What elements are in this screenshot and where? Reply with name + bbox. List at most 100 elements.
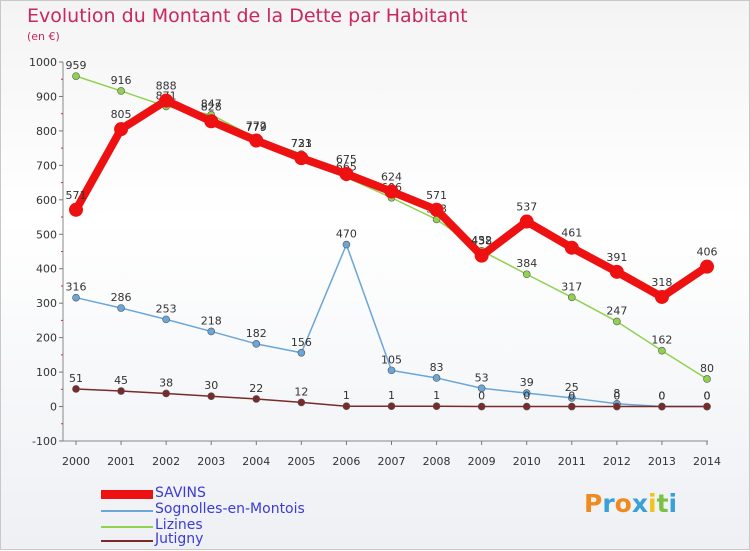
y-tick-label: 900 [36,90,57,103]
data-point [522,270,531,279]
y-tick-label: 300 [36,297,57,310]
data-point [72,72,80,80]
legend-swatch-jutigny [101,540,153,542]
data-label: 182 [246,327,267,340]
data-point [162,389,170,398]
y-tick-label: 800 [36,125,57,138]
x-tick-label: 2011 [558,455,586,468]
data-label: 317 [561,280,582,293]
data-label: 1 [433,389,440,402]
x-tick-label: 2009 [468,455,496,468]
data-label: 218 [201,314,222,327]
data-label: 247 [606,304,627,317]
data-point [159,93,174,108]
y-tick-label: 1000 [29,56,57,69]
data-label: 438 [471,235,492,248]
data-label: 80 [700,362,714,375]
legend-swatch-lizines [101,526,153,528]
data-point [519,214,534,229]
logo-letter: i [668,489,678,518]
x-tick-label: 2003 [197,455,225,468]
data-point [432,374,441,382]
legend-label-lizines: Lizines [155,517,203,533]
data-point [207,392,216,401]
data-label: 384 [516,257,537,270]
data-label: 156 [291,336,312,349]
data-point [342,402,351,411]
data-point [613,402,621,411]
y-tick-label: -100 [32,435,57,448]
data-label: 53 [475,371,489,384]
data-point [339,166,354,181]
data-label: 39 [520,376,534,389]
data-point [252,340,261,348]
data-label: 959 [66,59,87,72]
data-point [613,317,621,326]
data-point [703,402,711,411]
data-label: 571 [426,189,447,202]
legend-label-sognolles: Sognolles-en-Montois [155,501,305,517]
data-point [297,348,306,357]
data-label: 624 [381,171,402,184]
data-label: 22 [249,382,263,395]
x-tick-label: 2006 [332,455,360,468]
data-label: 316 [66,281,87,294]
data-label: 0 [658,390,665,403]
data-label: 779 [246,121,267,134]
data-label: 0 [704,390,711,403]
y-tick-label: 500 [36,228,57,241]
series-line [75,75,708,380]
data-label: 0 [613,390,620,403]
x-tick-label: 2012 [603,455,631,468]
data-label: 1 [388,389,395,402]
data-point [703,375,711,383]
data-label: 675 [336,153,357,166]
x-tick-label: 2014 [693,455,721,468]
x-tick-label: 2007 [378,455,406,468]
data-point [117,87,125,95]
y-tick-label: 200 [36,332,57,345]
data-point [297,398,306,407]
x-tick-label: 2013 [648,455,676,468]
legend-label-jutigny: Jutigny [155,531,204,547]
data-point [432,402,441,411]
data-point [294,151,309,166]
data-point [204,114,219,129]
data-point [477,384,486,393]
y-tick-label: 700 [36,159,57,172]
chart-title: Evolution du Montant de la Dette par Hab… [27,5,468,27]
x-tick-label: 2005 [287,455,315,468]
data-point [658,346,666,355]
data-point [117,304,125,312]
data-label: 38 [159,376,173,389]
logo-letter: t [656,489,669,518]
proxiti-logo: Proxiti [584,489,677,518]
data-point [429,202,444,217]
data-label: 286 [111,291,132,304]
data-label: 805 [111,108,132,121]
data-label: 253 [156,302,177,315]
data-point [387,402,396,411]
data-label: 847 [201,98,222,111]
x-tick-label: 2002 [152,455,180,468]
legend-swatch-savins [101,490,153,499]
data-label: 51 [69,372,83,385]
y-tick-label: 100 [36,366,57,379]
data-label: 772 [246,120,267,133]
logo-letter: x [631,489,648,518]
x-tick-label: 2004 [242,455,270,468]
data-label: 0 [523,390,530,403]
data-point [658,402,666,411]
data-label: 1 [343,389,350,402]
data-point [162,315,170,324]
data-point [72,385,80,393]
data-point [522,402,531,411]
legend-swatch-sognolles [101,510,153,512]
data-label: 916 [111,74,132,87]
data-label: 0 [478,390,485,403]
data-point [384,184,399,199]
data-label: 571 [66,189,87,202]
data-point [69,202,83,217]
